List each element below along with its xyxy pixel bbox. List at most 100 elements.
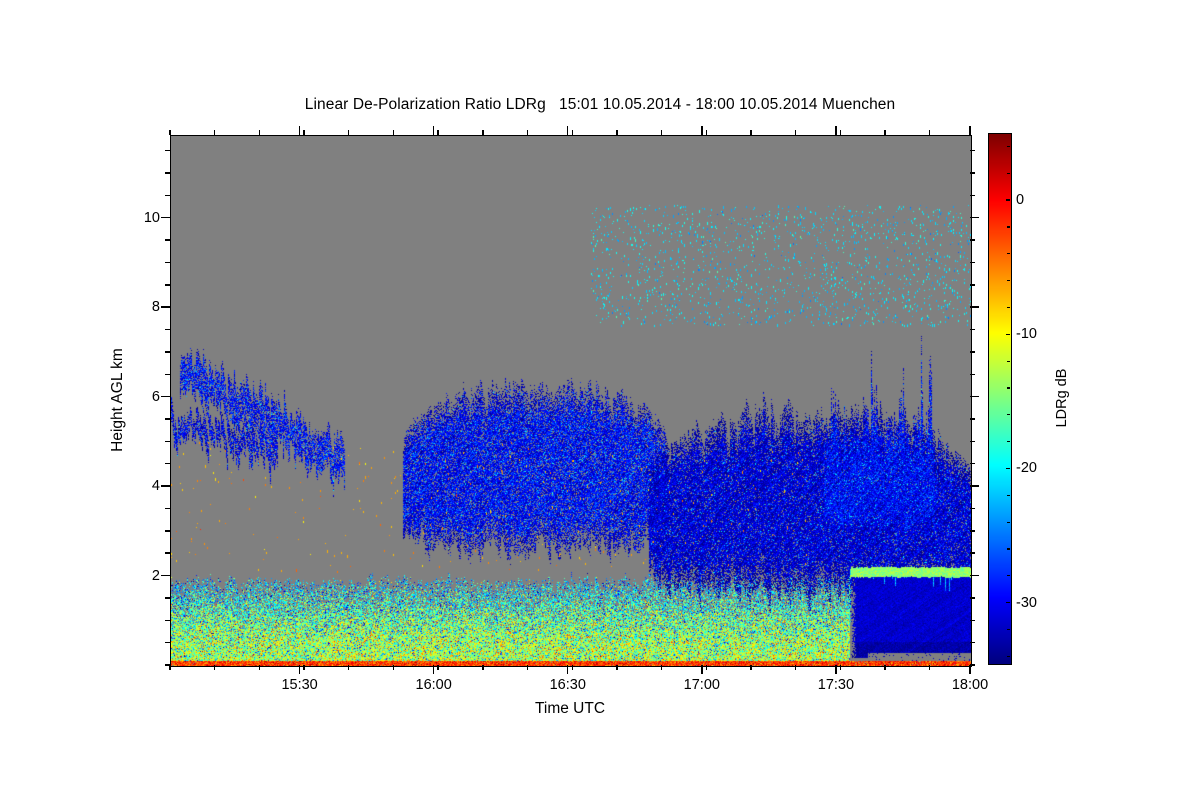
y-tick-minor xyxy=(165,328,170,331)
colorbar-tick-minor xyxy=(1007,360,1010,362)
y-tick-minor-right xyxy=(970,261,975,264)
x-tick-minor xyxy=(750,665,752,670)
colorbar-tick-label: -10 xyxy=(1016,326,1037,343)
x-tick-minor-top xyxy=(303,130,305,135)
y-tick-minor-right xyxy=(970,149,975,152)
x-tick-minor xyxy=(794,665,797,670)
x-tick-minor xyxy=(213,665,216,670)
x-tick-minor xyxy=(660,665,663,670)
x-tick-major-top xyxy=(969,126,971,135)
ldr-heatmap-canvas xyxy=(171,136,971,666)
x-tick-label: 15:30 xyxy=(281,677,318,693)
y-tick-minor-right xyxy=(970,351,975,353)
y-tick-major xyxy=(161,306,170,308)
y-tick-minor-right xyxy=(970,619,975,621)
colorbar-tick-minor xyxy=(1007,494,1010,496)
x-tick-major-top xyxy=(835,126,837,135)
colorbar-tick-label: -30 xyxy=(1016,594,1037,611)
x-tick-minor xyxy=(526,665,529,670)
y-tick-minor-right xyxy=(970,284,975,286)
colorbar-tick-minor xyxy=(1007,414,1010,416)
y-tick-major-right xyxy=(970,574,979,577)
x-tick-minor-top xyxy=(571,130,573,135)
colorbar-tick-minor xyxy=(1007,628,1010,631)
colorbar-tick-minor xyxy=(1007,521,1010,523)
x-tick-minor xyxy=(392,665,395,670)
colorbar-gradient xyxy=(989,134,1011,664)
colorbar-tick-minor xyxy=(1007,387,1010,389)
y-tick-major-right xyxy=(970,306,979,308)
y-tick-minor xyxy=(165,261,170,264)
y-tick-minor-right xyxy=(970,597,975,599)
y-tick-minor xyxy=(165,440,170,443)
y-tick-minor xyxy=(165,463,170,465)
x-tick-major xyxy=(298,665,301,674)
y-tick-minor xyxy=(165,507,170,510)
x-tick-minor-top xyxy=(392,130,395,135)
x-tick-minor xyxy=(571,665,573,670)
y-tick-minor-right xyxy=(970,172,975,174)
y-tick-minor xyxy=(165,641,170,644)
x-tick-minor xyxy=(258,665,261,670)
x-tick-minor-top xyxy=(348,130,350,135)
x-tick-minor xyxy=(884,665,886,670)
x-tick-major-top xyxy=(701,126,703,135)
x-tick-minor xyxy=(437,665,439,670)
x-tick-minor-top xyxy=(169,130,171,135)
colorbar-tick-minor xyxy=(1007,253,1010,255)
y-tick-minor-right xyxy=(970,530,975,532)
y-tick-minor-right xyxy=(970,641,975,644)
colorbar-tick-minor xyxy=(1007,306,1010,309)
x-tick-minor-top xyxy=(660,130,663,135)
y-tick-minor-right xyxy=(970,463,975,465)
x-tick-minor-top xyxy=(437,130,439,135)
x-axis-label: Time UTC xyxy=(534,700,606,717)
x-tick-minor-top xyxy=(794,130,797,135)
colorbar-tick xyxy=(1006,467,1010,470)
y-tick-minor xyxy=(165,351,170,353)
x-tick-minor xyxy=(705,665,707,670)
y-tick-minor xyxy=(165,619,170,621)
y-tick-minor xyxy=(165,418,170,420)
y-tick-minor-right xyxy=(970,507,975,510)
colorbar-tick-minor xyxy=(1007,279,1010,282)
x-tick-label: 17:30 xyxy=(817,677,855,693)
y-tick-minor-right xyxy=(970,239,975,241)
x-tick-minor-top xyxy=(482,130,484,135)
page-title: Linear De-Polarization Ratio LDRg 15:01 … xyxy=(304,96,896,113)
y-axis-label: Height AGL km xyxy=(109,348,126,452)
colorbar-label: LDRg dB xyxy=(1054,368,1070,428)
y-tick-minor xyxy=(165,373,170,375)
x-tick-major xyxy=(701,665,703,674)
y-tick-label: 4 xyxy=(151,478,160,495)
y-tick-minor-right xyxy=(970,194,975,197)
colorbar-tick-minor xyxy=(1007,655,1010,657)
y-tick-minor xyxy=(165,664,170,666)
y-tick-minor-right xyxy=(970,552,975,554)
x-tick-minor xyxy=(929,665,931,670)
x-tick-minor xyxy=(169,665,171,670)
x-tick-minor-top xyxy=(526,130,529,135)
y-tick-major-right xyxy=(970,217,979,219)
y-tick-major xyxy=(161,485,170,487)
x-tick-minor-top xyxy=(213,130,216,135)
x-tick-major-top xyxy=(432,126,435,135)
x-tick-label: 18:00 xyxy=(951,677,989,693)
x-tick-minor xyxy=(482,665,484,670)
x-tick-minor-top xyxy=(750,130,752,135)
x-tick-major xyxy=(969,665,971,674)
colorbar-tick-label: 0 xyxy=(1016,192,1025,209)
colorbar-tick-minor xyxy=(1007,172,1010,174)
y-tick-label: 8 xyxy=(151,299,160,316)
x-tick-minor-top xyxy=(258,130,261,135)
y-tick-major-right xyxy=(970,395,979,398)
colorbar-tick-minor xyxy=(1007,441,1010,443)
x-tick-minor xyxy=(839,665,842,670)
y-tick-minor-right xyxy=(970,440,975,443)
x-tick-minor-top xyxy=(884,130,886,135)
y-tick-minor-right xyxy=(970,418,975,420)
y-tick-minor xyxy=(165,194,170,197)
y-tick-minor xyxy=(165,597,170,599)
y-tick-major-right xyxy=(970,485,979,487)
